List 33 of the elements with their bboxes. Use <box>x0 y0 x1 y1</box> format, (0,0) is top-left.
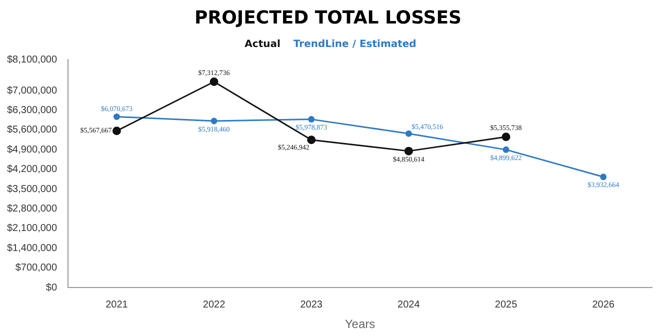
point <box>502 146 510 153</box>
y-tick-label: $3,500,000 <box>6 184 58 195</box>
x-tick-label: 2026 <box>592 299 615 310</box>
text: Actual <box>244 39 280 50</box>
point <box>600 174 607 180</box>
y-tick-label: $4,900,000 <box>6 144 58 156</box>
y-tick-label: $8,100,000 <box>6 54 58 66</box>
x-axis-title: Years <box>344 317 376 332</box>
point <box>210 118 218 124</box>
y-tick-label: $2,800,000 <box>6 204 58 215</box>
y-tick-label: $700,000 <box>15 262 58 274</box>
point <box>308 116 315 123</box>
point <box>404 146 413 156</box>
point <box>113 113 120 120</box>
point <box>307 136 316 144</box>
y-tick-label: $2,100,000 <box>6 223 58 234</box>
point <box>210 78 218 86</box>
point <box>405 130 412 137</box>
x-tick-label: 2021 <box>106 299 128 310</box>
y-tick-label: $4,200,000 <box>6 164 58 176</box>
y-tick-label: $7,000,000 <box>6 85 58 96</box>
x-tick-label: 2024 <box>398 299 420 310</box>
x-tick-label: 2025 <box>494 299 518 310</box>
x-tick-label: 2023 <box>300 299 323 310</box>
y-tick-label: $5,600,000 <box>6 124 58 136</box>
text: TrendLine / Estimated <box>293 39 416 50</box>
y-tick-label: $0 <box>46 282 58 294</box>
point <box>502 132 510 142</box>
x-tick-label: 2022 <box>202 299 226 310</box>
point <box>112 126 121 136</box>
y-tick-label: $1,400,000 <box>6 242 58 254</box>
y-tick-label: $6,300,000 <box>6 105 58 116</box>
chart-title: PROJECTED TOTAL LOSSES <box>194 7 462 28</box>
